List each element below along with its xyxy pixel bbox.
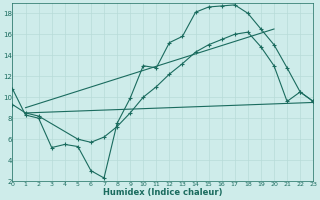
X-axis label: Humidex (Indice chaleur): Humidex (Indice chaleur)	[103, 188, 223, 197]
